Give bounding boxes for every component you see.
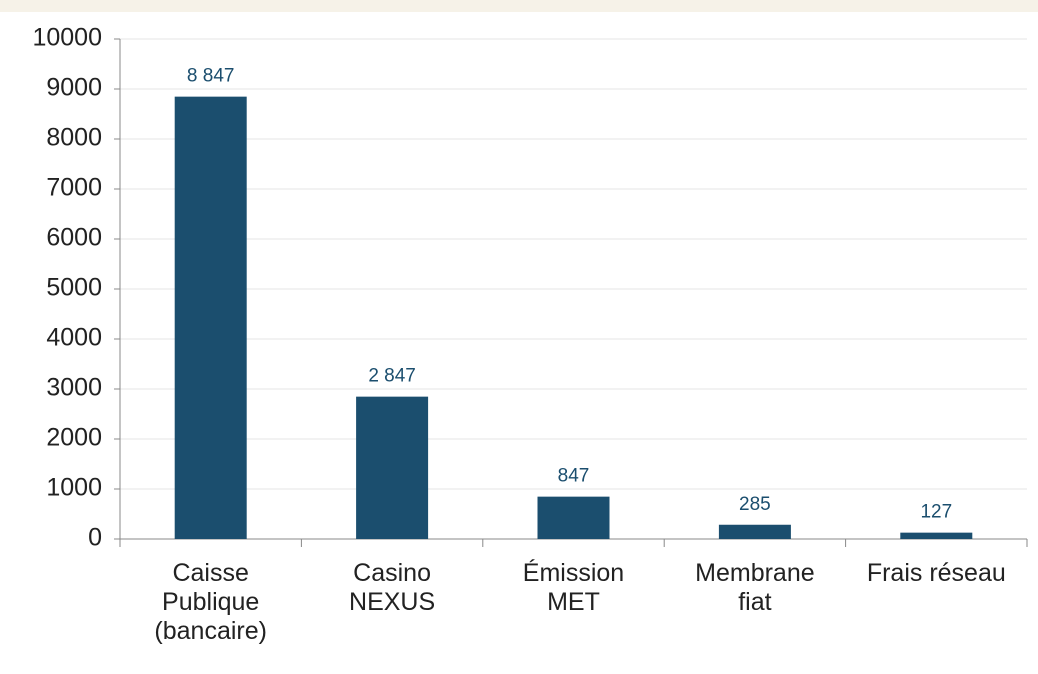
y-tick-label: 1000 [46, 474, 102, 502]
y-tick-label: 2000 [46, 424, 102, 452]
bar [174, 96, 247, 540]
y-tick-label: 3000 [46, 374, 102, 402]
y-tick-label: 8000 [46, 124, 102, 152]
y-tick-label: 7000 [46, 174, 102, 202]
value-label: 8 847 [187, 66, 235, 87]
bar [718, 524, 791, 539]
x-tick-label: Caisse Publique (bancaire) [154, 559, 267, 645]
x-tick-label: Membrane fiat [695, 559, 815, 616]
bar [356, 396, 429, 539]
y-tick-label: 0 [88, 524, 102, 552]
value-label: 2 847 [368, 366, 416, 387]
value-label: 127 [920, 502, 952, 523]
top-band [0, 0, 1038, 12]
x-tick-label: Frais réseau [866, 559, 1006, 587]
value-label: 285 [739, 494, 771, 515]
bar [537, 496, 610, 539]
y-tick-label: 6000 [46, 224, 102, 252]
bar [900, 532, 973, 539]
x-tick-label: Casino NEXUS [349, 559, 436, 616]
y-tick-label: 10000 [32, 24, 102, 52]
x-tick-label: Émission MET [522, 559, 625, 616]
y-tick-label: 9000 [46, 74, 102, 102]
value-label: 847 [558, 466, 590, 487]
y-tick-label: 5000 [46, 274, 102, 302]
y-tick-label: 4000 [46, 324, 102, 352]
